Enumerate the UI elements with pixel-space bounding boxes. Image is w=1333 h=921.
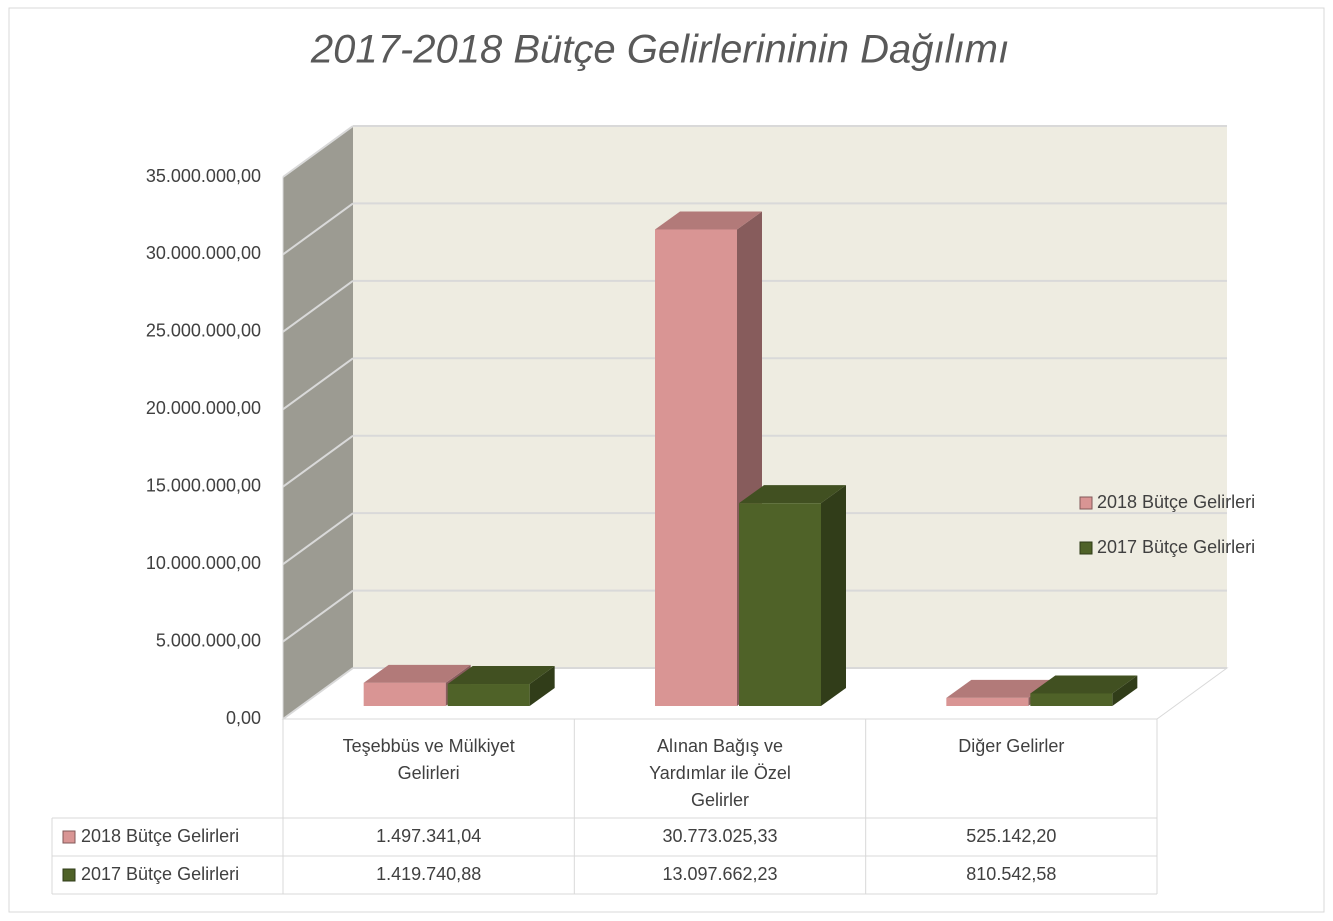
y-tick-label: 25.000.000,00	[146, 321, 261, 341]
bar-top	[447, 666, 555, 685]
side-grid-line	[282, 667, 354, 720]
table-value: 525.142,20	[966, 826, 1056, 846]
table-value: 810.542,58	[966, 864, 1056, 884]
side-grid-line	[282, 512, 354, 565]
y-tick-label: 20.000.000,00	[146, 398, 261, 418]
bar-top	[946, 679, 1054, 698]
chart-title: 2017-2018 Bütçe Gelirlerininin Dağılımı	[310, 28, 1009, 72]
bar-front	[363, 682, 446, 706]
bar-front	[1030, 693, 1113, 706]
table-row-label: 2018 Bütçe Gelirleri	[81, 826, 239, 846]
legend-swatch	[1079, 496, 1093, 510]
y-tick-label: 5.000.000,00	[156, 630, 261, 650]
legend-label: 2018 Bütçe Gelirleri	[1097, 492, 1255, 512]
y-tick-label: 30.000.000,00	[146, 243, 261, 263]
bar-front	[739, 503, 821, 706]
bar-top	[1030, 675, 1138, 694]
table-swatch	[62, 868, 76, 882]
bar-side	[529, 666, 555, 706]
y-tick-label: 0,00	[226, 708, 261, 728]
side-grid-line	[282, 202, 354, 256]
table-value: 13.097.662,23	[662, 864, 777, 884]
table-row-label: 2017 Bütçe Gelirleri	[81, 864, 239, 884]
side-grid-line	[282, 589, 354, 643]
side-grid-line	[282, 125, 354, 178]
bar-side	[821, 485, 846, 706]
legend-swatch	[1079, 541, 1093, 555]
table-value: 1.419.740,88	[376, 864, 481, 884]
bar-side	[1112, 675, 1138, 706]
table-header-text: Teşebbüs ve Mülkiyet Gelirleri	[342, 736, 515, 783]
bar-top	[739, 485, 846, 504]
bar-front	[655, 229, 737, 707]
bar-top	[655, 211, 762, 230]
table-header-text: Diğer Gelirler	[958, 736, 1065, 756]
y-tick-label: 10.000.000,00	[146, 553, 261, 573]
back-wall	[353, 126, 1227, 668]
bar-front	[946, 697, 1029, 706]
y-tick-label: 15.000.000,00	[146, 475, 261, 495]
bar-front	[447, 684, 530, 706]
table-header-cell: Teşebbüs ve Mülkiyet Gelirleri	[283, 719, 574, 818]
bar	[739, 485, 846, 706]
bar	[1030, 675, 1138, 706]
side-grid-line	[282, 280, 354, 333]
legend-label: 2017 Bütçe Gelirleri	[1097, 537, 1255, 557]
table-header-cell: Alınan Bağış ve Yardımlar ile Özel Gelir…	[574, 719, 865, 818]
table-header-cell: Diğer Gelirler	[866, 719, 1157, 818]
side-grid-line	[282, 434, 354, 488]
bar	[447, 666, 555, 706]
side-grid-line	[282, 357, 354, 411]
side-wall	[283, 126, 353, 719]
table-value: 30.773.025,33	[662, 826, 777, 846]
y-tick-label: 35.000.000,00	[146, 166, 261, 186]
table-value: 1.497.341,04	[376, 826, 481, 846]
table-swatch	[62, 830, 76, 844]
bar-top	[363, 664, 471, 683]
table-header-text: Alınan Bağış ve Yardımlar ile Özel Gelir…	[649, 736, 791, 810]
